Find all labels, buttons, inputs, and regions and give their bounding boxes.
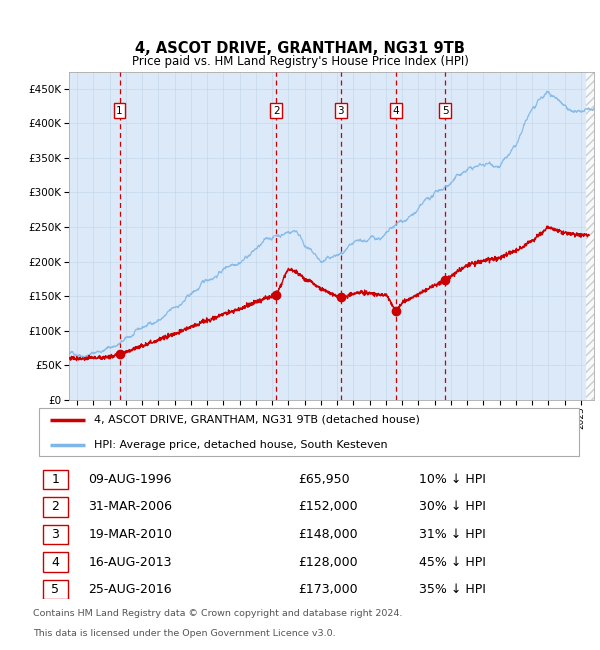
- Text: £65,950: £65,950: [298, 473, 350, 486]
- Text: 35% ↓ HPI: 35% ↓ HPI: [419, 583, 486, 596]
- FancyBboxPatch shape: [43, 497, 68, 517]
- Text: 2: 2: [52, 500, 59, 514]
- Text: 1: 1: [116, 106, 123, 116]
- Text: Price paid vs. HM Land Registry's House Price Index (HPI): Price paid vs. HM Land Registry's House …: [131, 55, 469, 68]
- Text: 4: 4: [52, 556, 59, 569]
- Text: 19-MAR-2010: 19-MAR-2010: [88, 528, 172, 541]
- Text: 10% ↓ HPI: 10% ↓ HPI: [419, 473, 486, 486]
- Text: £148,000: £148,000: [298, 528, 358, 541]
- Text: 4, ASCOT DRIVE, GRANTHAM, NG31 9TB: 4, ASCOT DRIVE, GRANTHAM, NG31 9TB: [135, 41, 465, 57]
- Text: 3: 3: [52, 528, 59, 541]
- Text: 16-AUG-2013: 16-AUG-2013: [88, 556, 172, 569]
- Text: 4, ASCOT DRIVE, GRANTHAM, NG31 9TB (detached house): 4, ASCOT DRIVE, GRANTHAM, NG31 9TB (deta…: [94, 415, 419, 425]
- Text: 2: 2: [273, 106, 280, 116]
- Text: 09-AUG-1996: 09-AUG-1996: [88, 473, 172, 486]
- FancyBboxPatch shape: [43, 470, 68, 489]
- Text: £173,000: £173,000: [298, 583, 358, 596]
- Text: This data is licensed under the Open Government Licence v3.0.: This data is licensed under the Open Gov…: [33, 629, 335, 638]
- Text: £152,000: £152,000: [298, 500, 358, 514]
- FancyBboxPatch shape: [43, 525, 68, 544]
- FancyBboxPatch shape: [43, 552, 68, 572]
- FancyBboxPatch shape: [43, 580, 68, 599]
- Text: Contains HM Land Registry data © Crown copyright and database right 2024.: Contains HM Land Registry data © Crown c…: [33, 609, 403, 618]
- Text: 1: 1: [52, 473, 59, 486]
- Bar: [586, 72, 594, 400]
- Text: 4: 4: [393, 106, 400, 116]
- Text: 3: 3: [337, 106, 344, 116]
- Text: 31-MAR-2006: 31-MAR-2006: [88, 500, 172, 514]
- Text: 30% ↓ HPI: 30% ↓ HPI: [419, 500, 486, 514]
- Text: £128,000: £128,000: [298, 556, 358, 569]
- Text: 5: 5: [52, 583, 59, 596]
- Text: HPI: Average price, detached house, South Kesteven: HPI: Average price, detached house, Sout…: [94, 440, 388, 450]
- FancyBboxPatch shape: [38, 408, 580, 456]
- Text: 25-AUG-2016: 25-AUG-2016: [88, 583, 172, 596]
- Text: 5: 5: [442, 106, 449, 116]
- Text: 31% ↓ HPI: 31% ↓ HPI: [419, 528, 486, 541]
- Text: 45% ↓ HPI: 45% ↓ HPI: [419, 556, 486, 569]
